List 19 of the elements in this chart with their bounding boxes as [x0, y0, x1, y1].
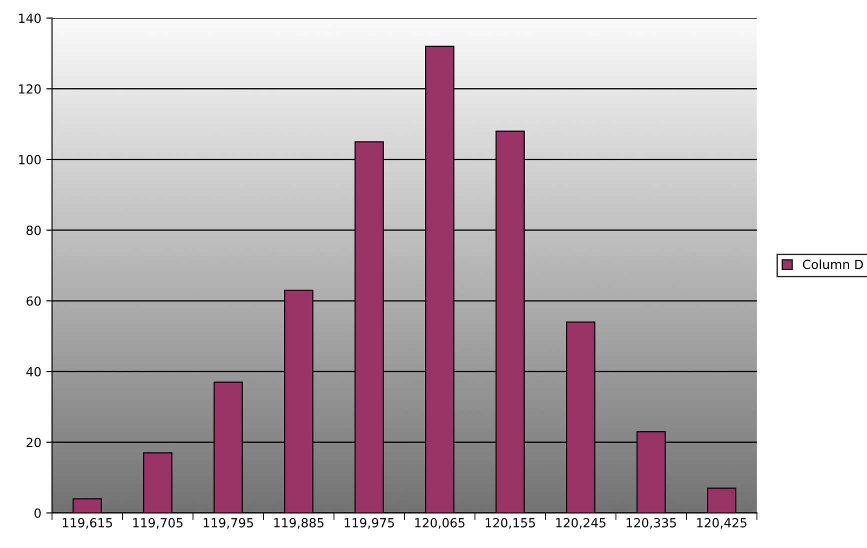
x-tick-label: 119,705 [133, 518, 183, 529]
y-tick-label: 120 [19, 84, 41, 94]
x-tick-label: 120,155 [486, 518, 535, 529]
y-tick-label: 140 [19, 14, 41, 24]
x-tick-label: 119,885 [274, 518, 324, 529]
y-tick-label: 20 [26, 438, 41, 448]
y-tick-label: 100 [19, 154, 41, 164]
x-tick-label: 119,615 [62, 518, 112, 529]
legend-label: Column D [802, 259, 863, 270]
y-tick-label: 0 [34, 508, 41, 518]
y-tick-label: 40 [26, 367, 41, 376]
x-tick-label: 119,795 [204, 518, 253, 529]
x-tick-label: 120,335 [626, 518, 676, 529]
y-tick-label: 60 [26, 296, 41, 306]
y-tick-label: 80 [26, 226, 41, 236]
x-tick-label: 120,425 [697, 518, 746, 529]
x-tick-label: 119,975 [344, 518, 394, 529]
x-tick-label: 120,245 [556, 518, 606, 529]
x-tick-label: 120,065 [415, 518, 464, 529]
